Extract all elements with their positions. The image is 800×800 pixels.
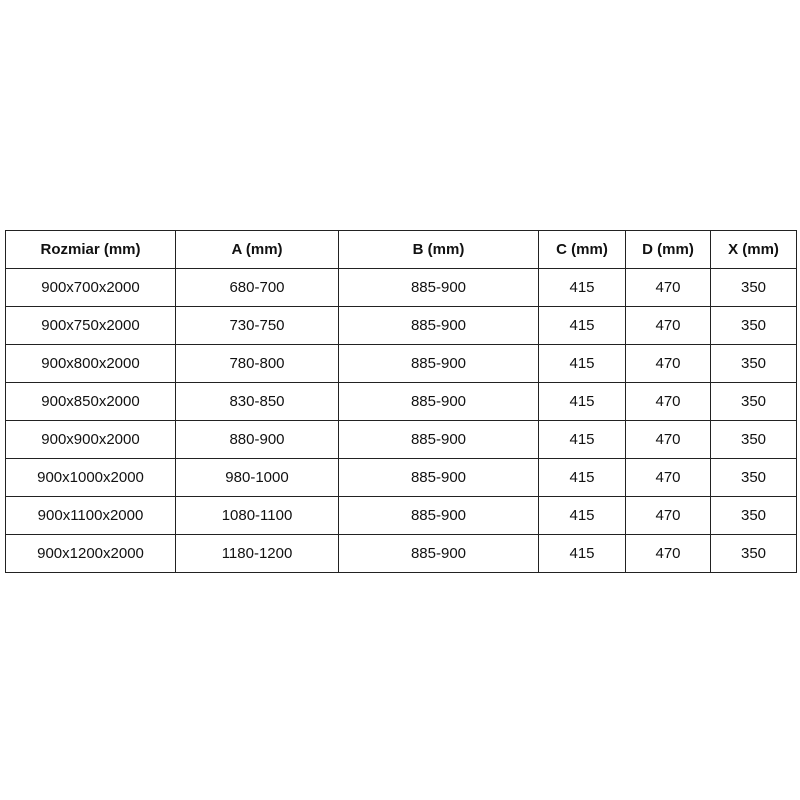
cell-a: 780-800 — [175, 344, 339, 383]
cell-c: 415 — [538, 458, 626, 497]
cell-b: 885-900 — [338, 268, 539, 307]
header-d: D (mm) — [625, 230, 711, 269]
cell-c: 415 — [538, 420, 626, 459]
table-row: 900x750x2000 730-750 885-900 415 470 350 — [5, 306, 797, 345]
cell-size: 900x900x2000 — [5, 420, 176, 459]
cell-c: 415 — [538, 534, 626, 573]
cell-size: 900x1200x2000 — [5, 534, 176, 573]
cell-d: 470 — [625, 534, 711, 573]
cell-x: 350 — [710, 496, 797, 535]
header-row: Rozmiar (mm) A (mm) B (mm) C (mm) D (mm)… — [5, 230, 797, 269]
cell-x: 350 — [710, 382, 797, 421]
header-a: A (mm) — [175, 230, 339, 269]
cell-b: 885-900 — [338, 420, 539, 459]
cell-size: 900x800x2000 — [5, 344, 176, 383]
header-x: X (mm) — [710, 230, 797, 269]
table-row: 900x1000x2000 980-1000 885-900 415 470 350 — [5, 458, 797, 497]
table-row: 900x700x2000 680-700 885-900 415 470 350 — [5, 268, 797, 307]
header-b: B (mm) — [338, 230, 539, 269]
cell-d: 470 — [625, 458, 711, 497]
table-row: 900x1100x2000 1080-1100 885-900 415 470 350 — [5, 496, 797, 535]
dimensions-table: Rozmiar (mm) A (mm) B (mm) C (mm) D (mm)… — [5, 230, 797, 573]
cell-a: 880-900 — [175, 420, 339, 459]
cell-a: 1080-1100 — [175, 496, 339, 535]
cell-size: 900x1000x2000 — [5, 458, 176, 497]
cell-x: 350 — [710, 344, 797, 383]
cell-size: 900x700x2000 — [5, 268, 176, 307]
cell-d: 470 — [625, 420, 711, 459]
cell-x: 350 — [710, 306, 797, 345]
cell-b: 885-900 — [338, 496, 539, 535]
cell-d: 470 — [625, 344, 711, 383]
cell-size: 900x1100x2000 — [5, 496, 176, 535]
cell-a: 680-700 — [175, 268, 339, 307]
header-size: Rozmiar (mm) — [5, 230, 176, 269]
table-row: 900x800x2000 780-800 885-900 415 470 350 — [5, 344, 797, 383]
table-row: 900x900x2000 880-900 885-900 415 470 350 — [5, 420, 797, 459]
header-c: C (mm) — [538, 230, 626, 269]
cell-d: 470 — [625, 496, 711, 535]
cell-c: 415 — [538, 496, 626, 535]
cell-x: 350 — [710, 420, 797, 459]
cell-d: 470 — [625, 268, 711, 307]
cell-b: 885-900 — [338, 534, 539, 573]
cell-size: 900x850x2000 — [5, 382, 176, 421]
cell-x: 350 — [710, 458, 797, 497]
cell-c: 415 — [538, 268, 626, 307]
cell-size: 900x750x2000 — [5, 306, 176, 345]
cell-c: 415 — [538, 344, 626, 383]
cell-b: 885-900 — [338, 306, 539, 345]
table-row: 900x850x2000 830-850 885-900 415 470 350 — [5, 382, 797, 421]
cell-x: 350 — [710, 268, 797, 307]
cell-a: 980-1000 — [175, 458, 339, 497]
cell-d: 470 — [625, 382, 711, 421]
cell-d: 470 — [625, 306, 711, 345]
cell-x: 350 — [710, 534, 797, 573]
cell-a: 730-750 — [175, 306, 339, 345]
cell-a: 1180-1200 — [175, 534, 339, 573]
table-row: 900x1200x2000 1180-1200 885-900 415 470 350 — [5, 534, 797, 573]
cell-c: 415 — [538, 306, 626, 345]
cell-b: 885-900 — [338, 382, 539, 421]
cell-b: 885-900 — [338, 344, 539, 383]
cell-b: 885-900 — [338, 458, 539, 497]
cell-c: 415 — [538, 382, 626, 421]
cell-a: 830-850 — [175, 382, 339, 421]
